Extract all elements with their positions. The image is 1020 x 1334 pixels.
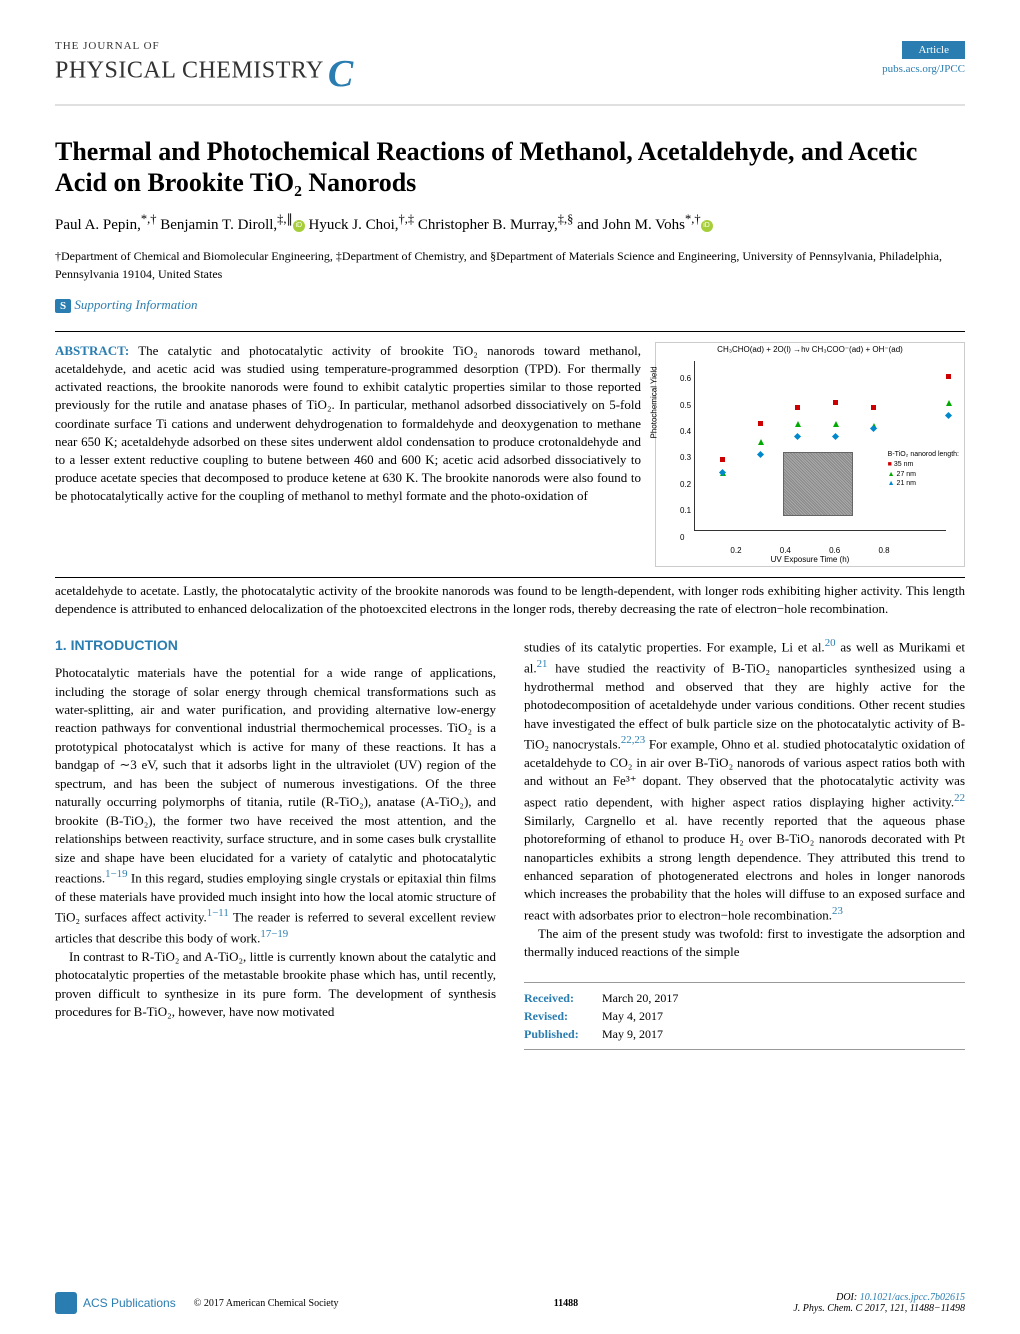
acs-publications-text: ACS Publications [83, 1296, 176, 1310]
chart-equation: CH₃CHO(ad) + 2O(l) →hν CH₃COO⁻(ad) + OH⁻… [656, 345, 964, 354]
supporting-icon: S [55, 299, 71, 313]
author-4-aff: ‡,§ [558, 212, 574, 226]
intro-p4: The aim of the present study was twofold… [524, 925, 965, 962]
received-label: Received: [524, 989, 602, 1007]
page-footer: ACS Publications © 2017 American Chemica… [55, 1292, 965, 1314]
chart-ylabel: Photochemical Yield [650, 367, 659, 439]
revised-label: Revised: [524, 1007, 602, 1025]
ref-link[interactable]: 23 [832, 905, 843, 917]
chart-sem-image [783, 452, 853, 516]
author-1: Paul A. Pepin, [55, 217, 141, 233]
footer-citation: DOI: 10.1021/acs.jpcc.7b02615 J. Phys. C… [793, 1292, 965, 1314]
journal-c-letter: C [328, 53, 353, 95]
citation-text: J. Phys. Chem. C 2017, 121, 11488−11498 [793, 1303, 965, 1314]
copyright-text: © 2017 American Chemical Society [194, 1298, 339, 1309]
acs-logo-icon [55, 1292, 77, 1314]
author-1-aff: *,† [141, 212, 157, 226]
chart-legend: B-TiO₂ nanorod length: ■ 35 nm ▲ 27 nm ▲… [888, 450, 959, 489]
column-right: studies of its catalytic properties. For… [524, 636, 965, 1049]
intro-p1: Photocatalytic materials have the potent… [55, 664, 496, 948]
abstract-body: The catalytic and photocatalytic activit… [55, 343, 641, 504]
author-3: Hyuck J. Choi, [309, 217, 399, 233]
ref-link[interactable]: 1−19 [105, 868, 127, 880]
article-badge: Article [902, 41, 965, 59]
orcid-icon[interactable] [701, 220, 713, 232]
revised-date: May 4, 2017 [602, 1009, 663, 1023]
legend-title: B-TiO₂ nanorod length: [888, 450, 959, 460]
intro-p2: In contrast to R-TiO₂ and A-TiO₂, little… [55, 948, 496, 1022]
journal-logo: THE JOURNAL OF PHYSICAL CHEMISTRY C [55, 40, 353, 96]
article-title: Thermal and Photochemical Reactions of M… [55, 136, 965, 198]
author-5: and John M. Vohs [577, 217, 685, 233]
xtick: 0.6 [829, 546, 840, 555]
ref-link[interactable]: 1−11 [207, 907, 229, 919]
ref-link[interactable]: 17−19 [260, 928, 288, 940]
author-2-aff: ‡,∥ [277, 212, 293, 226]
doi-label: DOI: [836, 1292, 860, 1303]
pubs-link[interactable]: pubs.acs.org/JPCC [882, 63, 965, 75]
acs-badge: ACS Publications © 2017 American Chemica… [55, 1292, 339, 1314]
abstract-text-wrap: ABSTRACT: The catalytic and photocatalyt… [55, 342, 641, 567]
author-2: Benjamin T. Diroll, [160, 217, 277, 233]
published-date: May 9, 2017 [602, 1027, 663, 1041]
author-5-aff: *,† [685, 212, 701, 226]
doi-link[interactable]: 10.1021/acs.jpcc.7b02615 [860, 1292, 965, 1303]
legend-item-1: ■ 35 nm [888, 460, 959, 470]
journal-main-text: PHYSICAL CHEMISTRY [55, 58, 324, 84]
published-label: Published: [524, 1025, 602, 1043]
author-3-aff: †,‡ [399, 212, 415, 226]
ref-link[interactable]: 22 [954, 792, 965, 804]
abstract-figure: CH₃CHO(ad) + 2O(l) →hν CH₃COO⁻(ad) + OH⁻… [655, 342, 965, 567]
authors-line: Paul A. Pepin,*,† Benjamin T. Diroll,‡,∥… [55, 210, 965, 237]
supporting-info[interactable]: S Supporting Information [55, 297, 965, 313]
author-4: Christopher B. Murray, [418, 217, 558, 233]
column-left: 1. INTRODUCTION Photocatalytic materials… [55, 636, 496, 1049]
chart-area [694, 361, 946, 531]
abstract-continuation: acetaldehyde to acetate. Lastly, the pho… [55, 582, 965, 618]
journal-upper-text: THE JOURNAL OF [55, 40, 353, 52]
xtick: 0.4 [780, 546, 791, 555]
xtick: 0.8 [878, 546, 889, 555]
dates-box: Received:March 20, 2017 Revised:May 4, 2… [524, 982, 965, 1050]
abstract-section: ABSTRACT: The catalytic and photocatalyt… [55, 331, 965, 578]
section-1-title: 1. INTRODUCTION [55, 636, 496, 656]
supporting-text: Supporting Information [74, 297, 197, 312]
ref-link[interactable]: 21 [537, 658, 548, 670]
body-columns: 1. INTRODUCTION Photocatalytic materials… [55, 636, 965, 1049]
page-header: THE JOURNAL OF PHYSICAL CHEMISTRY C Arti… [55, 40, 965, 106]
affiliations: †Department of Chemical and Biomolecular… [55, 247, 965, 283]
xtick: 0.2 [730, 546, 741, 555]
received-date: March 20, 2017 [602, 991, 678, 1005]
intro-p3: studies of its catalytic properties. For… [524, 636, 965, 924]
page-number: 11488 [554, 1298, 578, 1309]
legend-item-2: ▲ 27 nm [888, 470, 959, 480]
ref-link[interactable]: 20 [825, 637, 836, 649]
abstract-label: ABSTRACT: [55, 343, 129, 358]
chart-xlabel: 0.2 0.4 0.6 0.8 UV Exposure Time (h) [656, 546, 964, 564]
orcid-icon[interactable] [293, 220, 305, 232]
header-right: Article pubs.acs.org/JPCC [882, 40, 965, 75]
ref-link[interactable]: 22,23 [621, 734, 645, 746]
legend-item-3: ▲ 21 nm [888, 479, 959, 489]
